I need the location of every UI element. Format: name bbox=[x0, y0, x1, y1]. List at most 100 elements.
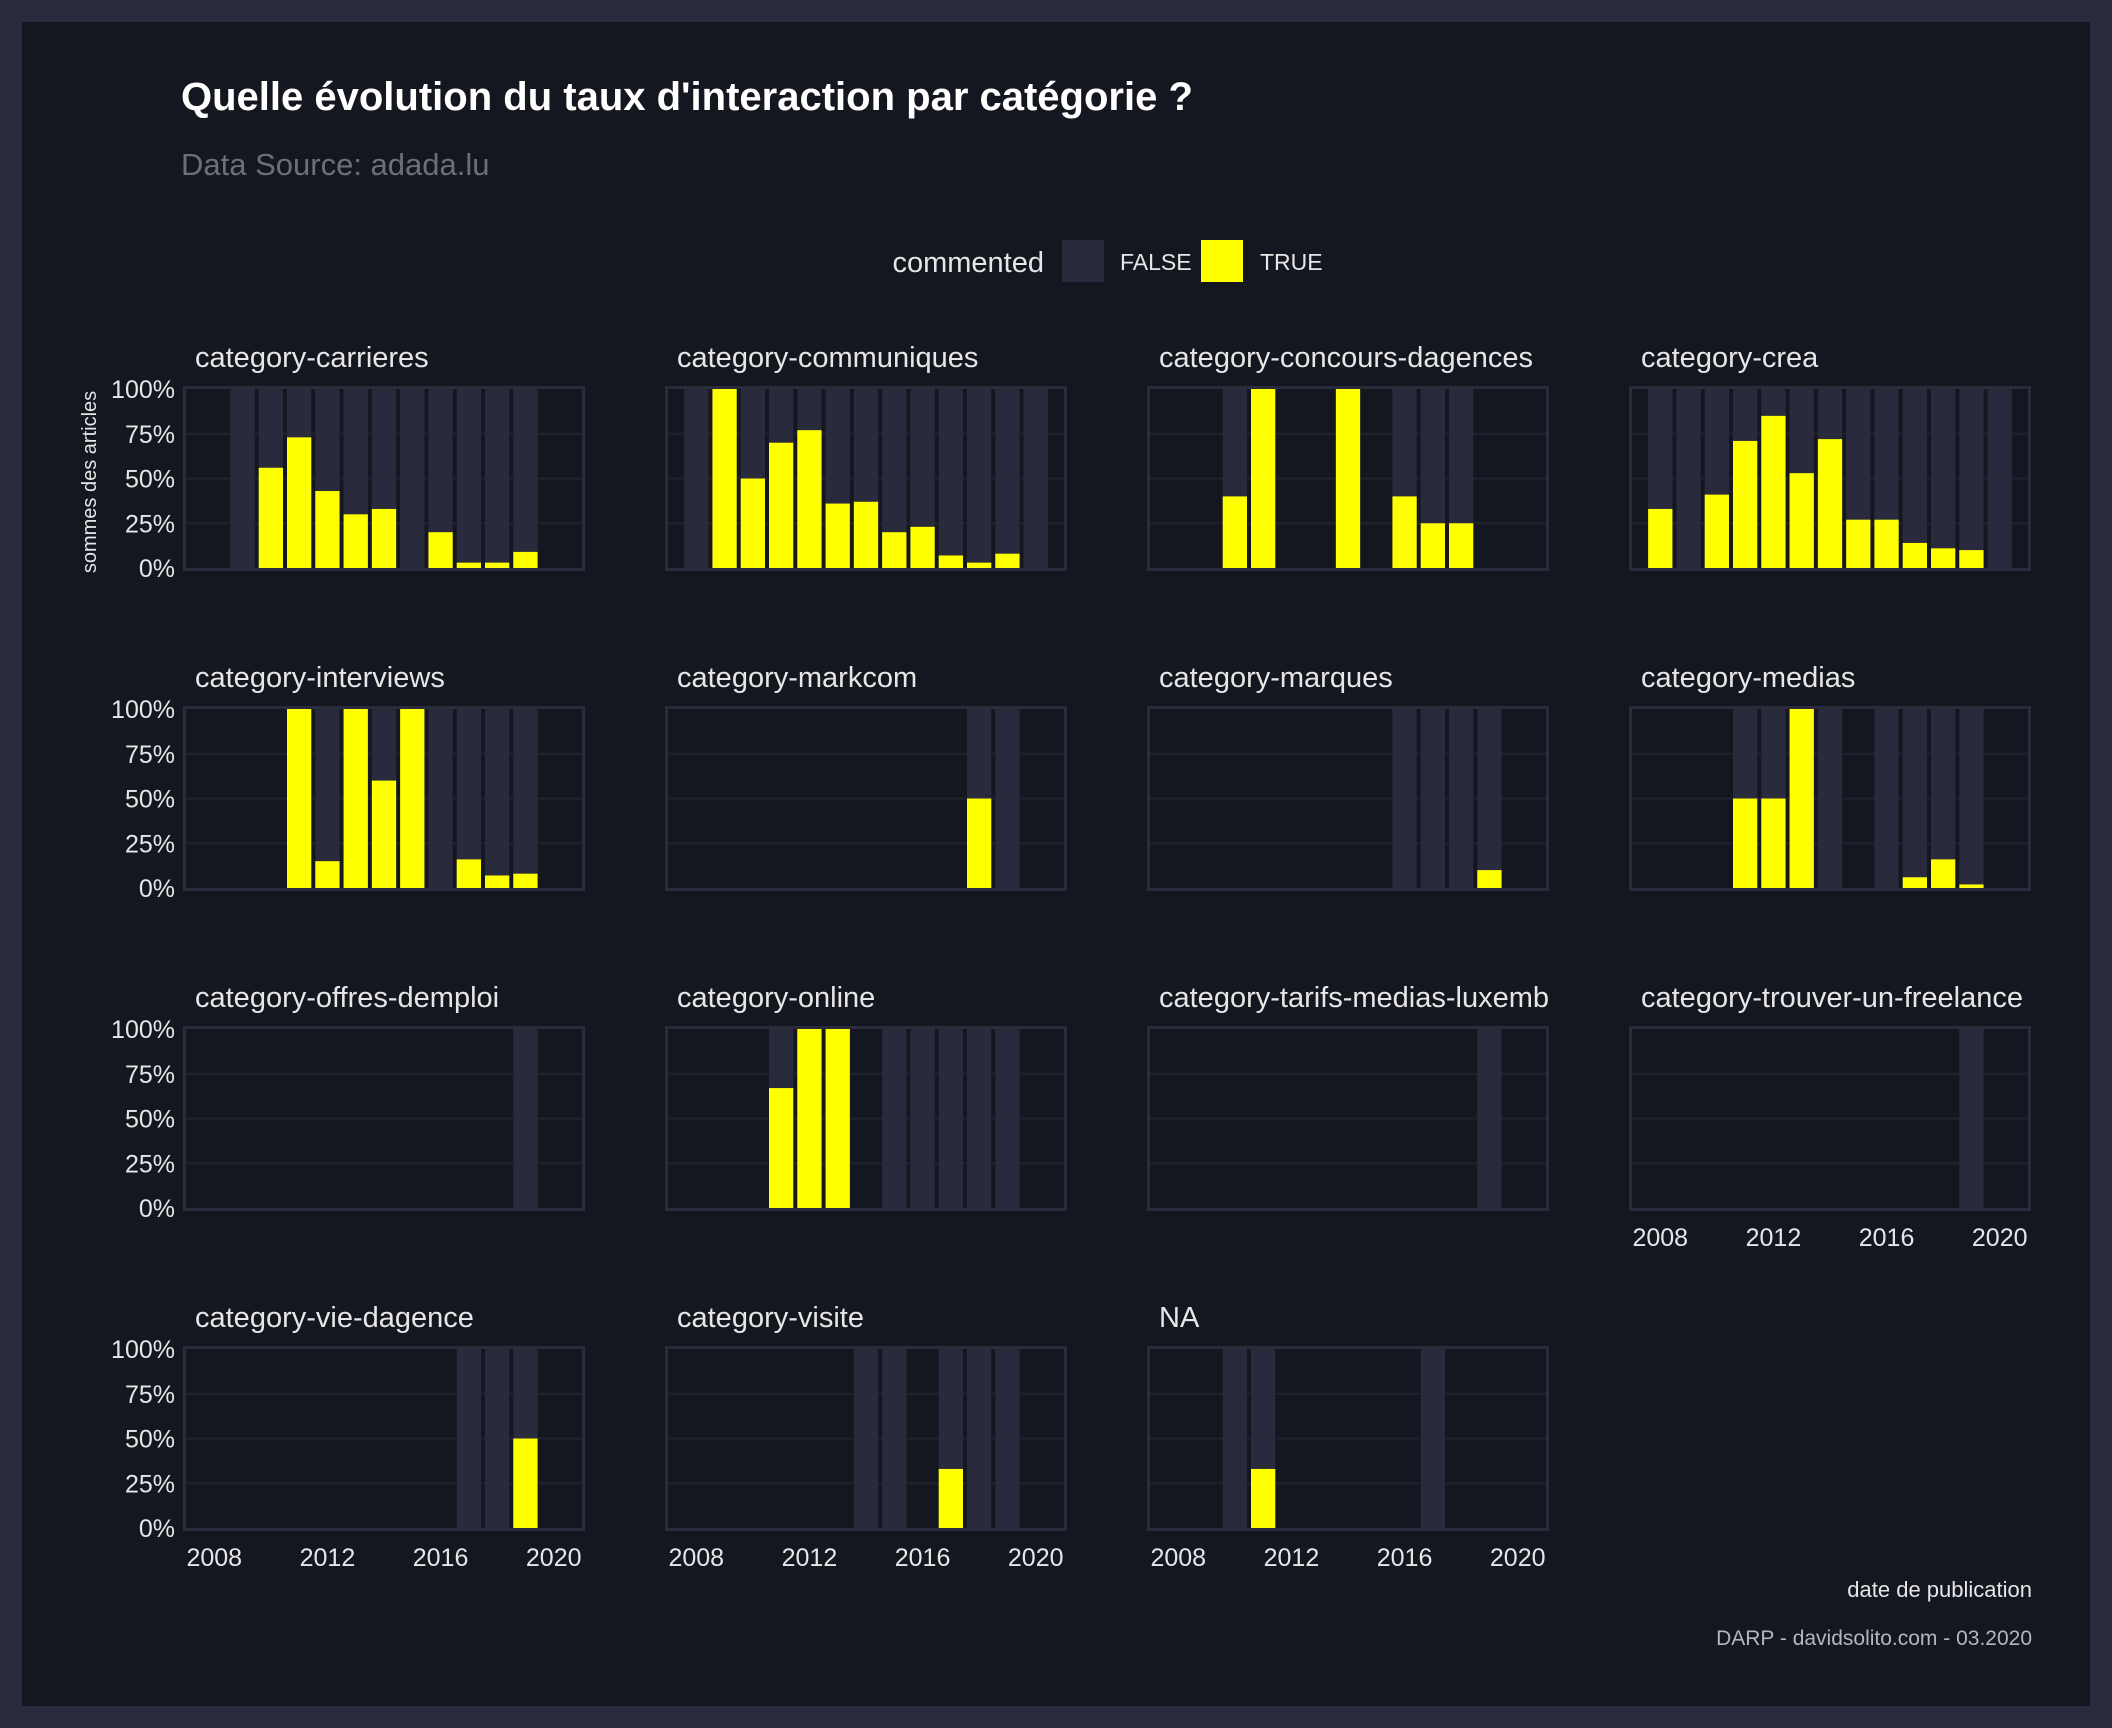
bar-false bbox=[513, 1029, 538, 1208]
bar-false bbox=[995, 709, 1020, 888]
bar-true bbox=[428, 532, 453, 568]
y-tick-label: 0% bbox=[139, 875, 175, 903]
bar-true bbox=[371, 508, 397, 568]
bar-false bbox=[485, 389, 510, 568]
facet-title: category-marques bbox=[1159, 662, 1393, 694]
x-tick-label: 2016 bbox=[895, 1544, 951, 1572]
bar-true bbox=[1733, 798, 1758, 888]
y-tick-label: 100% bbox=[111, 1016, 175, 1044]
panel-border bbox=[183, 1026, 585, 1211]
bar-true bbox=[1959, 884, 1984, 888]
facet-na: NA 2008 2012 2016 2020 bbox=[1147, 1302, 1549, 1572]
bar-false bbox=[967, 1349, 992, 1528]
y-tick-label: 50% bbox=[125, 466, 175, 494]
y-axis-label: sommes des articles bbox=[79, 391, 101, 573]
x-tick-label: 2016 bbox=[1377, 1544, 1433, 1572]
x-tick-label: 2020 bbox=[1490, 1544, 1546, 1572]
bar-false bbox=[1931, 709, 1956, 888]
facet-title: category-trouver-un-freelance bbox=[1641, 982, 2023, 1014]
bar-true bbox=[400, 709, 425, 888]
chart-subtitle: Data Source: adada.lu bbox=[181, 147, 490, 182]
bar-true bbox=[1222, 496, 1247, 568]
facet-title: category-offres-demploi bbox=[195, 982, 499, 1014]
facet-category-online: category-online bbox=[665, 982, 1067, 1211]
bar-false bbox=[684, 389, 709, 568]
bar-true bbox=[967, 562, 992, 568]
legend-swatch-false bbox=[1062, 240, 1104, 282]
bar-false bbox=[1477, 709, 1502, 888]
bar-true bbox=[825, 1029, 850, 1208]
bar-true bbox=[1251, 1468, 1276, 1528]
bar-false bbox=[485, 1349, 510, 1528]
bar-false bbox=[1987, 389, 2012, 568]
x-tick-label: 2016 bbox=[1859, 1224, 1915, 1252]
facet-category-visite: category-visite 2008 2012 2016 2020 bbox=[665, 1302, 1067, 1572]
bar-false bbox=[967, 1029, 992, 1208]
facet-title: category-carrieres bbox=[195, 342, 429, 374]
facet-panels: category-carrieres0%25%50%75%100%categor… bbox=[111, 342, 2031, 1572]
bar-false bbox=[315, 709, 340, 888]
x-tick-label: 2012 bbox=[1264, 1544, 1320, 1572]
bar-true bbox=[1761, 798, 1786, 888]
bar-false bbox=[1817, 709, 1843, 888]
bar-false bbox=[967, 389, 992, 568]
bar-false bbox=[230, 389, 255, 568]
bar-false bbox=[513, 709, 538, 888]
legend-label-false: FALSE bbox=[1120, 249, 1192, 275]
bar-true bbox=[1931, 859, 1956, 888]
bar-true bbox=[995, 553, 1020, 568]
facet-title: category-visite bbox=[677, 1302, 864, 1334]
facet-title: category-crea bbox=[1641, 342, 1819, 374]
bar-true bbox=[769, 442, 794, 568]
facet-category-carrieres: category-carrieres 0% 25% 50% 75% 100% bbox=[111, 342, 585, 583]
bar-true bbox=[740, 478, 765, 568]
panel-border bbox=[1629, 706, 2031, 891]
panel-border bbox=[1147, 386, 1549, 571]
bar-false bbox=[1392, 709, 1417, 888]
bar-true bbox=[513, 1438, 538, 1528]
facet-title: category-interviews bbox=[195, 662, 445, 694]
y-tick-label: 25% bbox=[125, 1150, 175, 1178]
bar-true bbox=[967, 798, 992, 888]
legend: commented FALSE TRUE bbox=[892, 240, 1323, 282]
facet-title: category-vie-dagence bbox=[195, 1302, 474, 1334]
bar-false bbox=[882, 1029, 907, 1208]
bar-false bbox=[938, 389, 963, 568]
facet-title: category-tarifs-medias-luxembo bbox=[1159, 982, 1565, 1014]
panel-border bbox=[665, 706, 1067, 891]
facet-category-concours-dagences: category-concours-dagences bbox=[1147, 342, 1549, 571]
y-tick-label: 100% bbox=[111, 696, 175, 724]
y-tick-label: 25% bbox=[125, 830, 175, 858]
bar-true bbox=[938, 1468, 963, 1528]
bar-true bbox=[513, 551, 538, 568]
facet-category-tarifs-medias-luxembo: category-tarifs-medias-luxembo bbox=[1147, 982, 1565, 1211]
bar-true bbox=[910, 526, 935, 568]
bar-false bbox=[1676, 389, 1701, 568]
bar-false bbox=[428, 709, 453, 888]
bar-false bbox=[456, 1349, 481, 1528]
bar-true bbox=[1477, 870, 1502, 888]
panel-border bbox=[1147, 1346, 1549, 1531]
bar-true bbox=[1648, 508, 1673, 568]
bar-true bbox=[371, 780, 397, 888]
x-tick-label: 2012 bbox=[782, 1544, 838, 1572]
facet-title: category-communiques bbox=[677, 342, 978, 374]
y-tick-label: 25% bbox=[125, 510, 175, 538]
bar-false bbox=[882, 1349, 907, 1528]
panel-border bbox=[665, 1026, 1067, 1211]
bar-true bbox=[853, 501, 879, 568]
bar-true bbox=[1761, 415, 1786, 568]
bar-true bbox=[315, 491, 340, 568]
facet-category-marques: category-marques bbox=[1147, 662, 1549, 891]
bar-false bbox=[995, 1349, 1020, 1528]
bar-true bbox=[1392, 496, 1417, 568]
bar-true bbox=[825, 503, 850, 568]
x-tick-label: 2020 bbox=[1008, 1544, 1064, 1572]
bar-false bbox=[995, 389, 1020, 568]
bar-false bbox=[1931, 389, 1956, 568]
bar-true bbox=[882, 532, 907, 568]
panel-border bbox=[1147, 1026, 1549, 1211]
bar-false bbox=[485, 709, 510, 888]
x-tick-label: 2012 bbox=[1746, 1224, 1802, 1252]
legend-title: commented bbox=[892, 247, 1044, 279]
